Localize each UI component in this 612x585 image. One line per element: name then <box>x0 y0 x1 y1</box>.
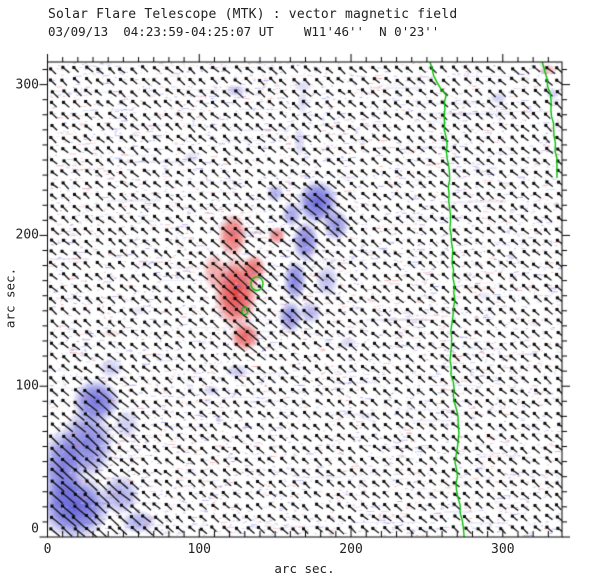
plot-subtitle: 03/09/13 04:23:59-04:25:07 UT W11'46'' N… <box>48 24 440 39</box>
y-tick-label-100: 100 <box>15 378 39 394</box>
x-tick-label-300: 300 <box>491 542 515 557</box>
y-tick-label-300: 300 <box>15 77 39 93</box>
x-tick-label-0: 0 <box>43 542 52 557</box>
x-tick-label-100: 100 <box>187 542 212 557</box>
y-axis-title: arc sec. <box>2 267 18 329</box>
y-tick-label-200: 200 <box>15 227 39 243</box>
plot-title: Solar Flare Telescope (MTK) : vector mag… <box>48 7 458 22</box>
x-tick-label-200: 200 <box>339 542 363 557</box>
x-axis-title: arc sec. <box>274 561 335 576</box>
y-tick-label-0: 0 <box>31 521 39 537</box>
